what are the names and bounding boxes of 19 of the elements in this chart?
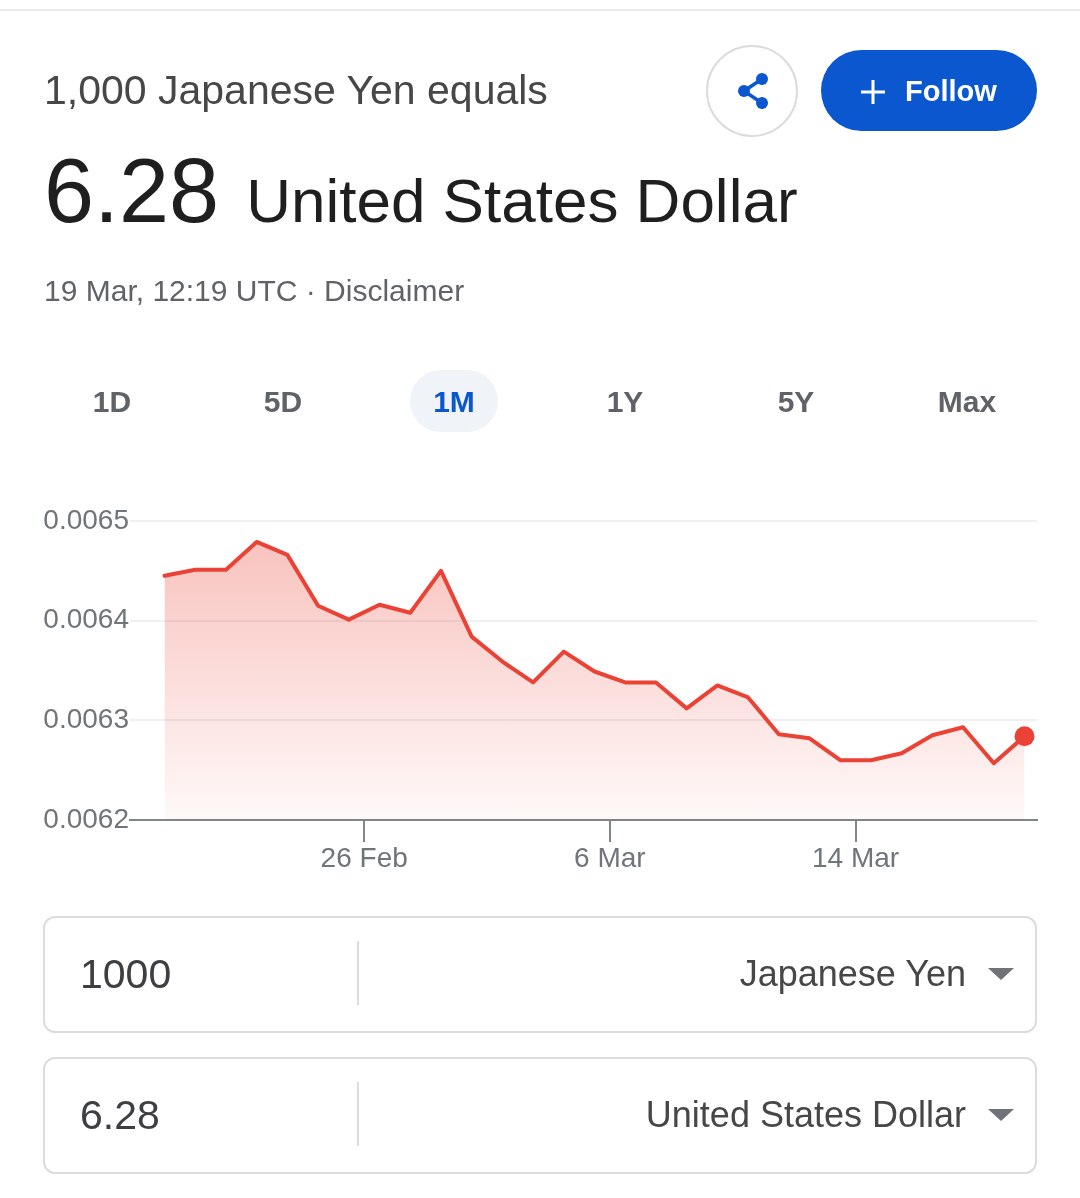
input-field: 6.28 United States Dollar — [43, 1057, 1037, 1174]
text: 1D — [91, 385, 133, 418]
input-field: 1000 Japanese Yen — [43, 916, 1037, 1033]
x-tick-label: 6 Mar — [574, 841, 646, 873]
x-tick-label: 26 Feb — [320, 841, 408, 873]
y-tick-label: 0.0063 — [43, 703, 129, 735]
y-tick-label: 0.0065 — [43, 503, 129, 535]
chart-subtitle: 6.28 United States Dollar — [44, 141, 798, 241]
follow-button: Follow — [821, 50, 1037, 131]
text: 5D — [262, 385, 304, 418]
text: 5Y — [776, 385, 816, 418]
text: Max — [936, 385, 998, 418]
chart-title: 1,000 Japanese Yen equals — [44, 67, 548, 113]
text: 1M — [432, 385, 476, 418]
y-tick-label: 0.0062 — [43, 802, 129, 834]
text: 19 Mar, 12:19 UTC · Disclaimer — [44, 274, 465, 307]
y-tick-label: 0.0064 — [43, 603, 129, 635]
text: 1Y — [605, 385, 645, 418]
x-tick-label: 14 Mar — [812, 841, 900, 873]
